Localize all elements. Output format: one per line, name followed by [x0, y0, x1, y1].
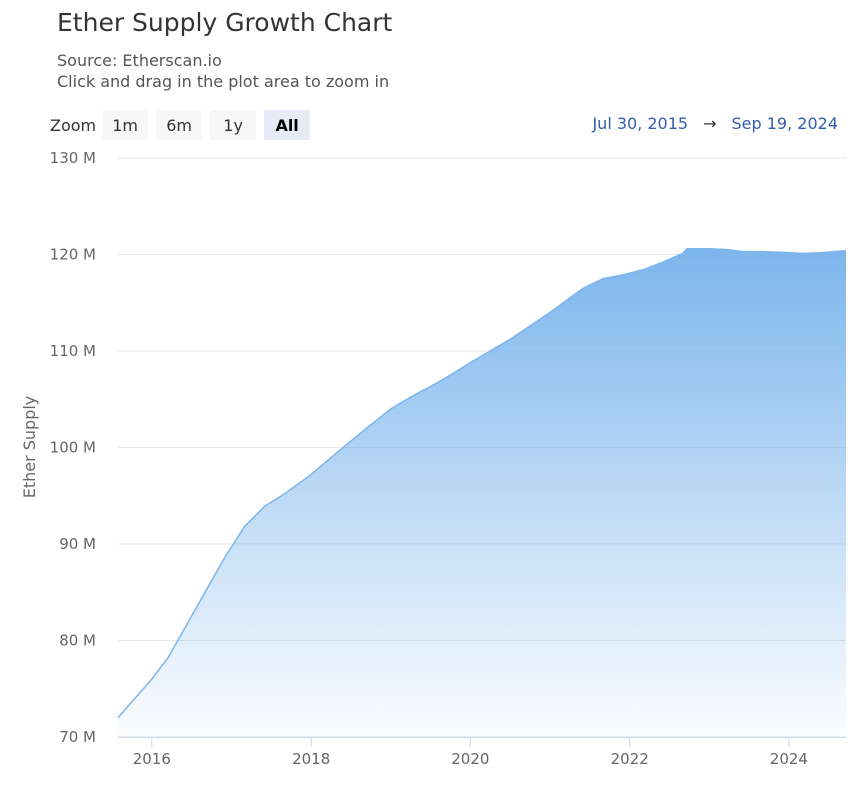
zoom-label: Zoom — [50, 115, 97, 135]
chart-title: Ether Supply Growth Chart — [57, 8, 393, 37]
y-axis-title: Ether Supply — [20, 396, 39, 499]
y-tick-label: 80 M — [59, 632, 96, 650]
x-tick-label: 2016 — [133, 750, 171, 768]
date-range: Jul 30, 2015 → Sep 19, 2024 — [592, 114, 838, 133]
x-axis: 2016 2018 2020 2022 2024 — [118, 737, 846, 768]
zoom-all-button[interactable]: All — [264, 110, 311, 140]
range-arrow: → — [703, 114, 717, 133]
supply-series-line[interactable] — [117, 247, 847, 719]
range-to-date[interactable]: Sep 19, 2024 — [731, 114, 839, 133]
source-text: Source: Etherscan.io — [57, 51, 222, 70]
y-tick-label: 70 M — [59, 728, 96, 746]
zoom-bar: Zoom 1m 6m 1y All — [50, 110, 318, 140]
y-tick-label: 90 M — [59, 535, 96, 553]
zoom-1m-button[interactable]: 1m — [102, 110, 149, 140]
x-tick-label: 2020 — [451, 750, 489, 768]
x-tick-label: 2018 — [292, 750, 330, 768]
y-tick-label: 130 M — [50, 149, 96, 167]
range-from-date[interactable]: Jul 30, 2015 — [592, 114, 689, 133]
y-tick-label: 120 M — [50, 246, 96, 264]
plot-area[interactable] — [117, 247, 847, 737]
x-tick-label: 2024 — [770, 750, 808, 768]
zoom-1y-button[interactable]: 1y — [210, 110, 257, 140]
x-tick-label: 2022 — [611, 750, 649, 768]
y-tick-label: 100 M — [50, 439, 96, 457]
chart-subtitle: Source: Etherscan.io Click and drag in t… — [57, 50, 389, 92]
y-axis: 70 M 80 M 90 M 100 M 110 M 120 M 130 M — [50, 149, 96, 746]
zoom-6m-button[interactable]: 6m — [156, 110, 203, 140]
supply-area-fill — [118, 248, 846, 737]
zoom-hint-text: Click and drag in the plot area to zoom … — [57, 72, 390, 91]
y-tick-label: 110 M — [50, 342, 96, 360]
